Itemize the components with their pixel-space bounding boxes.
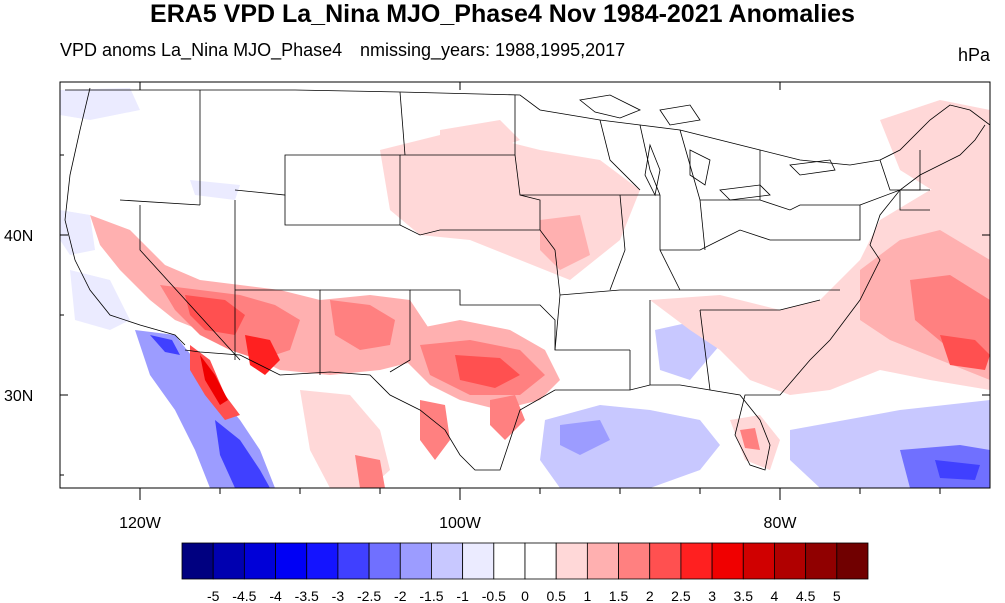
colorbar-box <box>181 542 214 580</box>
colorbar-box <box>337 542 370 580</box>
lat-label-30n: 30N <box>4 388 33 405</box>
lon-label-100w: 100W <box>439 515 482 532</box>
colorbar-label: 3 <box>708 588 716 603</box>
left-subtitle: VPD anoms La_Nina MJO_Phase4 <box>60 40 343 60</box>
colorbar-box <box>306 542 339 580</box>
colorbar-labels: -5 -4.5 -4 -3.5 -3 -2.5 -2 -1.5 -1 -0.5 0 0.5 1 1.5 2 2… <box>207 588 841 603</box>
center-subtitle: nmissing_years: 1988,1995,2017 <box>360 40 626 60</box>
colorbar-box <box>711 542 744 580</box>
colorbar-box <box>275 542 308 580</box>
colorbar-box <box>774 542 807 580</box>
colorbar-label: 4.5 <box>796 588 816 603</box>
colorbar-label: -1 <box>456 588 469 603</box>
colorbar-box <box>493 542 526 580</box>
great-lakes <box>579 94 836 201</box>
colorbar-label: -4 <box>269 588 282 603</box>
colorbar-label: -3 <box>332 588 345 603</box>
colorbar-label: -2.5 <box>357 588 381 603</box>
colorbar-label: 1 <box>583 588 591 603</box>
colorbar-box <box>742 542 775 580</box>
colorbar-label: 5 <box>833 588 841 603</box>
colorbar-label: 0 <box>521 588 529 603</box>
colorbar-label: 0.5 <box>546 588 566 603</box>
colorbar-label: -3.5 <box>295 588 319 603</box>
colorbar-label: -5 <box>207 588 220 603</box>
units-label: hPa <box>957 45 990 65</box>
map-frame <box>59 81 991 489</box>
colorbar-label: 3.5 <box>734 588 754 603</box>
colorbar-label: 2.5 <box>671 588 691 603</box>
map-area <box>60 82 990 488</box>
colorbar-box <box>431 542 464 580</box>
colorbar-label: -1.5 <box>419 588 443 603</box>
colorbar-box <box>836 542 869 580</box>
lat-label-40n: 40N <box>4 228 33 245</box>
colorbar-box <box>680 542 713 580</box>
map-title: ERA5 VPD La_Nina MJO_Phase4 Nov 1984-202… <box>150 0 855 28</box>
colorbar-label: -0.5 <box>482 588 506 603</box>
colorbar-box <box>649 542 682 580</box>
lon-label-80w: 80W <box>764 515 798 532</box>
colorbar-box <box>524 542 557 580</box>
colorbar <box>181 542 869 580</box>
colorbar-box <box>212 542 245 580</box>
colorbar-box <box>462 542 495 580</box>
colorbar-box <box>805 542 838 580</box>
colorbar-label: 2 <box>646 588 654 603</box>
colorbar-box <box>555 542 588 580</box>
colorbar-box <box>399 542 432 580</box>
colorbar-label: -2 <box>394 588 407 603</box>
colorbar-label: 1.5 <box>609 588 629 603</box>
lon-label-120w: 120W <box>119 515 162 532</box>
colorbar-label: 4 <box>771 588 779 603</box>
colorbar-box <box>243 542 276 580</box>
axis-ticks <box>60 82 990 500</box>
colorbar-label: -4.5 <box>232 588 256 603</box>
colorbar-box <box>618 542 651 580</box>
state-borders <box>64 87 990 471</box>
colorbar-box <box>368 542 401 580</box>
colorbar-box <box>586 542 619 580</box>
anomaly-fill <box>60 88 990 488</box>
